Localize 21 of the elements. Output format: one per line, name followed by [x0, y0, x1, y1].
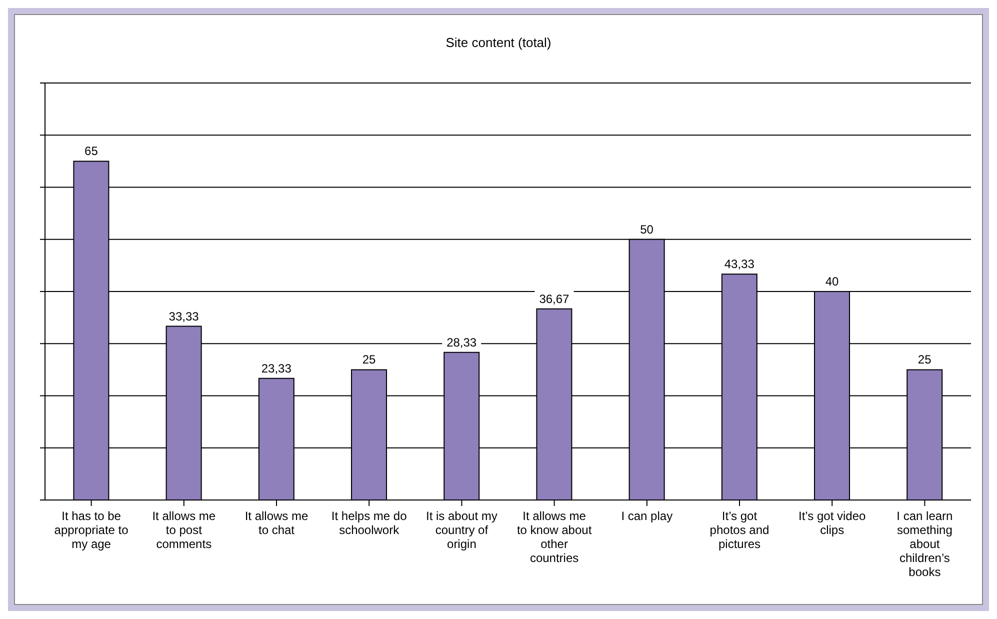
data-label: 25 — [362, 352, 376, 367]
x-tick-label: I can learn something about children’s books — [896, 509, 953, 579]
data-label: 43,33 — [724, 257, 755, 272]
data-label: 33,33 — [168, 309, 200, 324]
data-label: 23,33 — [261, 361, 292, 376]
data-label: 25 — [918, 352, 932, 367]
data-label: 28,33 — [446, 335, 477, 350]
x-tick-label: It allows me to chat — [244, 509, 308, 537]
x-tick-label: It allows me to know about other countries — [516, 509, 592, 565]
x-tick-label: It is about my country of origin — [426, 509, 498, 551]
x-tick-label: It helps me do schoolwork — [331, 509, 408, 537]
x-tick-label: It allows me to post comments — [152, 509, 216, 551]
x-tick-label: It has to be appropriate to my age — [54, 509, 129, 551]
data-label: 50 — [640, 222, 654, 236]
x-tick-label: It’s got photos and pictures — [710, 509, 770, 551]
data-label: 36,67 — [539, 292, 570, 306]
data-label: 65 — [84, 144, 98, 158]
data-label: 40 — [825, 274, 839, 288]
chart-title: Site content (total) — [444, 35, 552, 50]
x-tick-label: It’s got video clips — [798, 509, 866, 537]
x-tick-label: I can play — [621, 509, 673, 523]
